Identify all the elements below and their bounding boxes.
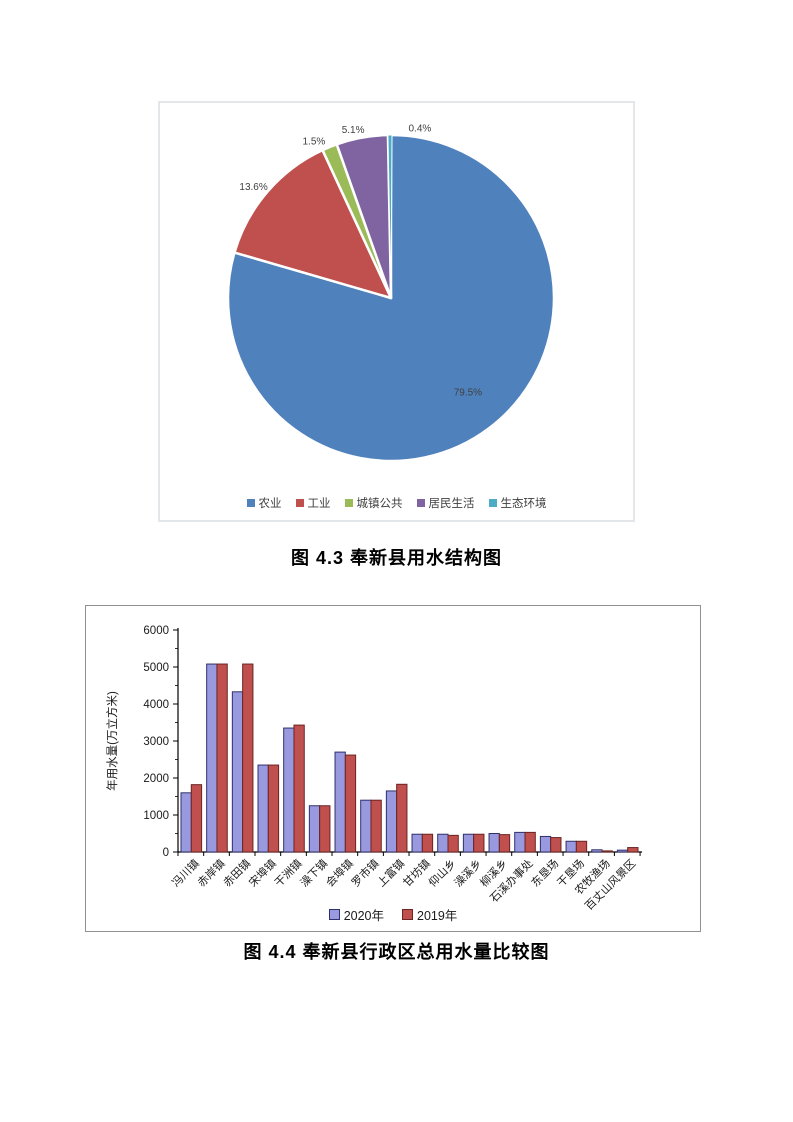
pie-legend-item: 居民生活 — [416, 495, 475, 511]
bar-2020年-澡溪乡 — [462, 833, 475, 853]
y-tick-label: 2000 — [143, 773, 169, 785]
bar-2020年-干洲镇 — [283, 727, 295, 853]
x-category-label: 宋埠镇 — [246, 856, 279, 889]
y-tick-label: 5000 — [143, 662, 169, 674]
y-tick-label: 4000 — [143, 699, 169, 711]
pie-legend-item: 生态环境 — [488, 495, 547, 511]
x-category-label: 澡溪乡 — [452, 857, 485, 890]
x-category-label: 甘坊镇 — [400, 856, 433, 889]
pie-chart-panel: 79.5% 13.6% 1.5% 5.1% 0.4% 农业 工业 城镇公共 居民生活 生态环境 — [158, 101, 635, 522]
y-axis-title: 年用水量(万立方米) — [105, 691, 119, 791]
y-tick-label: 3000 — [143, 736, 169, 748]
bar-2020年-仰山乡 — [437, 833, 449, 853]
legend-swatch-icon — [344, 499, 353, 507]
pie-chart: 79.5% 13.6% 1.5% 5.1% 0.4% — [226, 124, 556, 463]
legend-swatch-icon — [488, 499, 497, 507]
legend-label: 农业 — [258, 498, 282, 510]
bar-2020年-澡下镇 — [308, 805, 321, 853]
bar-2020年-甘坊镇 — [411, 833, 423, 853]
x-category-label: 会埠镇 — [323, 856, 356, 889]
x-category-label: 澡下镇 — [297, 856, 330, 889]
bar-legend-item: 2019年 — [402, 905, 457, 924]
pie-slice-5 — [387, 134, 393, 299]
bar-2019年-石溪办事处 — [524, 831, 536, 853]
pie-percent-label: 0.4% — [409, 124, 432, 135]
pie-percent-label: 79.5% — [454, 388, 482, 399]
bar-2020年-赤岸镇 — [206, 663, 218, 853]
legend-label: 工业 — [307, 498, 331, 510]
bar-2019年-柳溪乡 — [498, 834, 511, 853]
bar-2019年-赤岸镇 — [216, 663, 228, 853]
bar-2020年-会埠镇 — [334, 751, 346, 853]
figure-4-3-caption: 图 4.3 奉新县用水结构图 — [290, 548, 503, 568]
pie-legend-item: 工业 — [295, 495, 331, 511]
legend-label: 城镇公共 — [356, 498, 403, 510]
legend-swatch-icon — [328, 909, 340, 920]
pie-percent-label: 13.6% — [239, 182, 267, 193]
bar-2019年-农牧渔场 — [601, 850, 613, 853]
x-category-label: 罗市镇 — [348, 856, 381, 889]
pie-slice-2 — [233, 148, 393, 300]
bar-2019年-会埠镇 — [344, 754, 357, 853]
legend-label: 2019年 — [417, 909, 458, 923]
bar-2020年-农牧渔场 — [591, 849, 603, 853]
x-category-label: 东垦场 — [528, 856, 561, 889]
bar-2019年-澡下镇 — [319, 805, 331, 853]
bar-chart-panel: 年用水量(万立方米) 0 1000 2000 3000 4000 5000 6000 冯川镇 赤岸… — [85, 605, 701, 932]
bar-2020年-上富镇 — [385, 790, 398, 853]
legend-swatch-icon — [416, 499, 425, 507]
pie-percent-label: 1.5% — [303, 137, 326, 148]
x-category-label: 赤岸镇 — [194, 856, 227, 889]
x-category-label: 干洲镇 — [271, 856, 304, 889]
x-category-label: 赤田镇 — [220, 856, 253, 889]
bar-2019年-上富镇 — [396, 783, 408, 853]
legend-swatch-icon — [402, 909, 413, 920]
legend-label: 生态环境 — [500, 498, 547, 510]
y-tick-label: 1000 — [143, 810, 169, 822]
bar-2020年-罗市镇 — [360, 799, 372, 853]
y-tick-label: 0 — [163, 847, 169, 859]
bar-2020年-冯川镇 — [180, 792, 192, 853]
bar-chart: 年用水量(万立方米) 0 1000 2000 3000 4000 5000 6000 冯川镇赤岸… — [105, 625, 643, 913]
bar-2019年-赤田镇 — [242, 663, 254, 853]
legend-label: 2020年 — [343, 909, 384, 923]
bar-2019年-甘坊镇 — [421, 833, 434, 853]
bar-legend-item: 2020年 — [328, 905, 384, 924]
bar-2019年-干洲镇 — [293, 724, 305, 853]
legend-label: 居民生活 — [428, 498, 475, 510]
bar-2020年-百丈山风景区 — [616, 849, 629, 853]
bar-2019年-罗市镇 — [370, 799, 382, 853]
pie-legend-item: 城镇公共 — [344, 495, 403, 511]
legend-swatch-icon — [246, 499, 255, 507]
bar-2020年-干垦场 — [565, 840, 577, 853]
bar-2020年-赤田镇 — [231, 691, 244, 853]
y-tick-label: 6000 — [143, 625, 169, 637]
bar-2020年-东垦场 — [539, 835, 552, 853]
bar-2020年-柳溪乡 — [488, 833, 500, 853]
bar-legend: 2020年 2019年 — [86, 905, 700, 924]
bar-2019年-仰山乡 — [447, 834, 459, 853]
bar-2020年-宋埠镇 — [257, 764, 269, 853]
bar-2020年-石溪办事处 — [514, 831, 526, 853]
pie-legend: 农业 工业 城镇公共 居民生活 生态环境 — [160, 495, 633, 511]
pie-percent-label: 5.1% — [342, 125, 365, 136]
x-category-label: 冯川镇 — [169, 856, 202, 889]
legend-swatch-icon — [295, 499, 304, 507]
bar-2019年-宋埠镇 — [267, 764, 280, 853]
pie-legend-item: 农业 — [246, 495, 282, 511]
x-category-label: 仰山乡 — [425, 856, 458, 889]
bar-2019年-冯川镇 — [190, 784, 203, 853]
bar-2019年-澡溪乡 — [473, 833, 485, 853]
bar-2019年-百丈山风景区 — [627, 847, 639, 853]
figure-4-4-caption: 图 4.4 奉新县行政区总用水量比较图 — [243, 942, 550, 962]
x-category-label: 上富镇 — [374, 856, 407, 889]
bar-2019年-东垦场 — [550, 837, 562, 853]
bar-2019年-干垦场 — [575, 840, 588, 853]
